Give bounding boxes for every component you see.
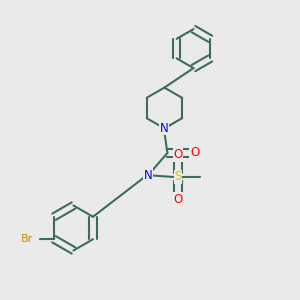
Text: N: N <box>160 122 169 135</box>
Text: Br: Br <box>21 234 34 244</box>
Text: O: O <box>173 148 182 161</box>
Text: N: N <box>143 169 152 182</box>
Text: S: S <box>174 170 182 184</box>
Text: O: O <box>173 193 182 206</box>
Text: O: O <box>190 146 199 160</box>
